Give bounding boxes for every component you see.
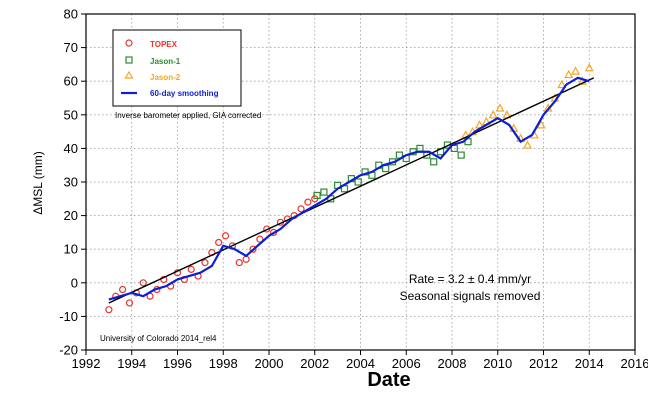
x-tick-label: 1998 xyxy=(209,356,238,371)
data-point-topex xyxy=(249,245,257,253)
data-point-jason-2 xyxy=(536,120,546,129)
data-point-topex xyxy=(139,279,147,287)
legend-marker-jason1 xyxy=(125,56,133,64)
x-tick-label: 1996 xyxy=(163,356,192,371)
x-axis-ticks: 1992 1994 1996 1998 2000 2002 2004 2006 2008 2010… xyxy=(72,350,648,371)
data-point-jason-2 xyxy=(564,69,574,79)
x-tick-label: 2012 xyxy=(529,356,558,371)
legend-box xyxy=(112,29,242,107)
x-tick-label: 2004 xyxy=(346,356,375,371)
legend-label-topex: TOPEX xyxy=(150,40,178,49)
data-point-jason-2 xyxy=(495,103,505,112)
legend-marker-jason2 xyxy=(124,70,134,79)
data-point-topex xyxy=(118,285,127,294)
legend-label-jason2: Jason-2 xyxy=(150,73,181,82)
data-point-jason-1 xyxy=(320,188,328,196)
rate-annotation: Rate = 3.2 ± 0.4 mm/yr xyxy=(409,272,531,286)
legend-marker-topex xyxy=(125,39,133,47)
data-point-topex xyxy=(125,299,134,307)
x-tick-label: 2002 xyxy=(300,356,329,371)
x-tick-label: 2006 xyxy=(392,356,421,371)
legend: TOPEX Jason-1 Jason-2 60-day smoothing xyxy=(112,29,242,107)
x-tick-label: 1992 xyxy=(72,356,101,371)
seasonal-annotation: Seasonal signals removed xyxy=(400,289,541,303)
correction-note: Inverse barometer applied, GIA corrected xyxy=(115,111,261,120)
data-point-topex xyxy=(201,259,209,267)
data-point-topex xyxy=(304,198,312,206)
legend-label-smoothing: 60-day smoothing xyxy=(150,89,219,98)
data-point-jason-2 xyxy=(584,62,594,72)
x-tick-label: 2016 xyxy=(621,356,648,371)
data-point-topex xyxy=(235,259,243,267)
data-point-jason-2 xyxy=(557,79,567,89)
data-point-jason-1 xyxy=(430,158,438,166)
y-tick-label: -20 xyxy=(59,343,78,358)
x-tick-label: 2000 xyxy=(255,356,284,371)
y-tick-label: 50 xyxy=(64,107,78,122)
y-axis-ticks: -20 -10 0 10 20 30 40 50 60 70 80 xyxy=(59,7,86,358)
data-point-jason-2 xyxy=(488,110,498,119)
x-tick-label: 2014 xyxy=(575,356,604,371)
legend-label-jason1: Jason-1 xyxy=(150,57,181,66)
data-point-jason-2 xyxy=(522,140,532,149)
data-point-jason-2 xyxy=(577,76,587,85)
y-tick-label: 0 xyxy=(71,275,78,290)
y-tick-label: 60 xyxy=(64,74,78,89)
y-tick-label: 80 xyxy=(64,7,78,22)
data-point-topex xyxy=(297,205,305,213)
data-point-jason-1 xyxy=(457,151,465,159)
x-tick-label: 2010 xyxy=(483,356,512,371)
y-tick-label: 30 xyxy=(64,175,78,190)
data-point-topex xyxy=(215,238,223,247)
x-tick-label: 1994 xyxy=(117,356,146,371)
x-axis-title: Date xyxy=(367,369,410,391)
y-axis-title: ΔMSL (mm) xyxy=(31,151,45,215)
smoothing-line xyxy=(108,76,590,301)
data-point-jason-2 xyxy=(571,66,581,75)
data-point-jason-1 xyxy=(382,164,390,173)
y-tick-label: 70 xyxy=(64,40,78,55)
data-point-jason-1 xyxy=(354,178,362,186)
data-point-topex xyxy=(221,232,230,240)
y-tick-label: 20 xyxy=(64,208,78,223)
data-point-jason-1 xyxy=(313,191,321,200)
y-tick-label: -10 xyxy=(59,309,78,324)
data-point-topex xyxy=(105,306,113,314)
data-point-topex xyxy=(256,235,264,243)
credit-annotation: University of Colorado 2014_rel4 xyxy=(100,334,217,343)
data-markers xyxy=(105,62,594,314)
y-tick-label: 40 xyxy=(64,141,78,156)
trend-line xyxy=(108,77,595,304)
x-tick-label: 2008 xyxy=(438,356,467,371)
data-point-topex xyxy=(187,265,195,273)
y-tick-label: 10 xyxy=(64,242,78,257)
